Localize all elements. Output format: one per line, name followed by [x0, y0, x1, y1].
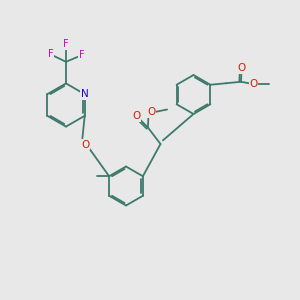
Text: F: F	[79, 50, 84, 60]
Text: O: O	[81, 140, 90, 150]
Text: O: O	[250, 79, 258, 89]
Text: F: F	[63, 39, 69, 50]
Text: N: N	[81, 89, 88, 99]
Text: O: O	[147, 107, 156, 117]
Text: O: O	[238, 63, 246, 73]
Text: O: O	[132, 111, 141, 121]
Text: F: F	[48, 49, 53, 59]
